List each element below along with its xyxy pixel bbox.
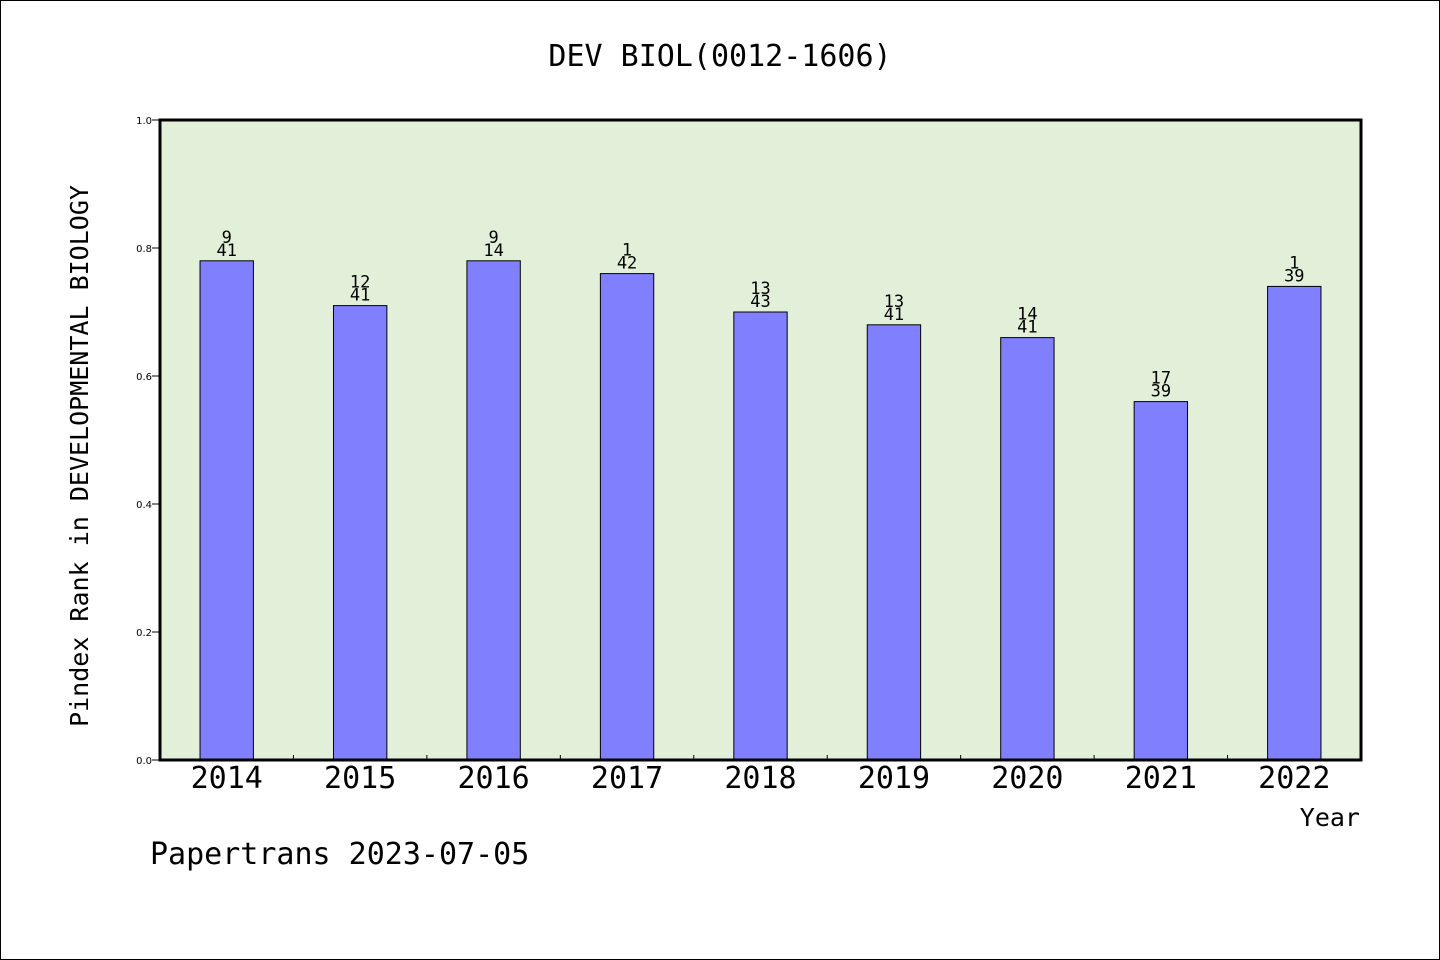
y-tick-label: 0.8	[136, 244, 152, 255]
x-axis: 2014 2015 2016 2017 2018 2019 2020 2021 2022	[191, 755, 1330, 796]
bar-2018	[733, 311, 788, 761]
rank-label-2014: 9	[222, 228, 232, 248]
x-tick-label-2021: 2021	[1125, 761, 1197, 796]
bar-2022	[1267, 285, 1322, 761]
bar-2014	[199, 260, 254, 761]
bar-2020	[1000, 337, 1055, 761]
total-label-2014: 41	[216, 241, 236, 261]
total-label-2019: 41	[884, 305, 904, 325]
rank-label-2021: 17	[1151, 369, 1171, 389]
y-tick-label: 0.4	[136, 500, 152, 511]
rank-label-2016: 9	[488, 228, 498, 248]
total-label-2022: 39	[1284, 266, 1304, 286]
y-tick-label: 0.6	[136, 372, 152, 383]
total-label-2020: 41	[1017, 318, 1037, 338]
x-tick-label-2018: 2018	[724, 761, 796, 796]
rank-label-2017: 1	[622, 241, 632, 261]
y-tick-label: 0.2	[136, 628, 152, 639]
x-tick-label-2015: 2015	[324, 761, 396, 796]
y-tick-label: 1.0	[136, 116, 152, 127]
bar-2019	[866, 324, 922, 761]
x-tick-label-2022: 2022	[1258, 761, 1330, 796]
total-label-2015: 41	[350, 286, 370, 306]
rank-label-2018: 13	[750, 279, 770, 299]
y-axis-label: Pindex Rank in DEVELOPMENTAL BIOLOGY	[65, 185, 94, 727]
plot-border	[158, 118, 1363, 762]
total-label-2017: 42	[617, 254, 637, 274]
x-tick-label-2014: 2014	[191, 761, 263, 796]
bar-2016	[466, 260, 521, 761]
total-label-2016: 14	[483, 241, 503, 261]
x-tick-label-2020: 2020	[991, 761, 1063, 796]
chart-title: DEV BIOL(0012-1606)	[548, 39, 891, 74]
bar-2015	[332, 305, 388, 761]
x-tick-label-2017: 2017	[591, 761, 663, 796]
bar-2017	[599, 273, 655, 761]
rank-label-2015: 12	[350, 273, 370, 293]
rank-label-2022: 1	[1289, 253, 1299, 273]
rank-label-2020: 14	[1017, 305, 1037, 325]
x-tick-label-2016: 2016	[457, 761, 529, 796]
x-axis-label: Year	[1300, 803, 1360, 832]
rank-label-2019: 13	[884, 292, 904, 312]
total-label-2018: 43	[750, 292, 770, 312]
bar-2021	[1133, 401, 1189, 761]
footer-text: Papertrans 2023-07-05	[150, 837, 529, 872]
total-label-2021: 39	[1151, 382, 1171, 402]
y-axis: 0.0 0.2 0.4 0.6 0.8 1.0	[136, 116, 160, 767]
x-tick-label-2019: 2019	[858, 761, 930, 796]
y-tick-label: 0.0	[136, 756, 152, 767]
